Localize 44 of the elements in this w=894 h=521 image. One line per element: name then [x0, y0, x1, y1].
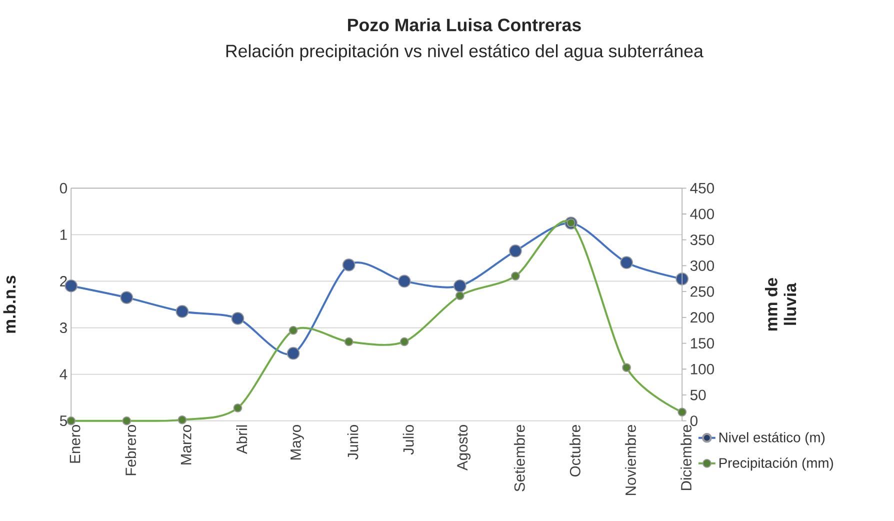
- y-tick-label: 3: [60, 322, 67, 334]
- y2-tick-label: 300: [690, 260, 714, 272]
- y2-tick-label: 100: [690, 364, 714, 374]
- point: [455, 291, 464, 300]
- legend-label: Precipitación (mm): [719, 458, 834, 471]
- y-tick-label: 5: [60, 416, 67, 426]
- point: [122, 416, 132, 426]
- y-tick-label: 4: [60, 369, 68, 380]
- point: [178, 415, 187, 424]
- x-tick-label: Junio: [347, 425, 358, 460]
- y2-tick-label: 450: [690, 182, 714, 194]
- y-tick-label: 0: [60, 182, 68, 194]
- x-tick-label: Octubre: [570, 425, 580, 477]
- point: [678, 408, 687, 417]
- point: [233, 404, 242, 412]
- x-tick-label: Abril: [236, 425, 248, 454]
- chart-subtitle: Relación precipitación vs nivel estático del agua subterránea: [226, 44, 704, 61]
- y2-tick-label: 150: [690, 338, 714, 349]
- x-tick-label: Enero: [70, 425, 80, 463]
- x-tick-label: Agosto: [457, 425, 471, 471]
- point: [511, 272, 520, 281]
- point: [66, 416, 76, 426]
- y2-tick-label: 0: [690, 416, 698, 426]
- x-tick-label: Diciembre: [680, 425, 692, 490]
- x-tick-label: Noviembre: [625, 425, 636, 496]
- y2-tick-label: 250: [690, 286, 714, 297]
- chart-title: Pozo Maria Luisa Contreras: [348, 18, 581, 32]
- y2-axis-title: mm de lluvia: [765, 278, 796, 331]
- y-axis-title: m.b.n.s: [3, 276, 16, 333]
- point: [622, 363, 631, 372]
- x-tick-label: Mayo: [290, 425, 304, 460]
- y2-tick-label: 400: [690, 208, 714, 220]
- x-tick-label: Julio: [402, 425, 414, 455]
- y2-tick-label: 200: [690, 312, 714, 323]
- point: [288, 326, 298, 335]
- x-tick-label: Setiembre: [514, 425, 525, 492]
- y2-tick-label: 50: [690, 390, 706, 400]
- point: [344, 337, 354, 346]
- y-tick-label: 1: [60, 230, 67, 240]
- legend-label: Nivel estático (m): [719, 432, 825, 446]
- point: [400, 337, 409, 346]
- x-tick-label: Marzo: [180, 425, 192, 464]
- y2-tick-label: 350: [690, 234, 714, 246]
- x-tick-label: Febrero: [125, 425, 136, 476]
